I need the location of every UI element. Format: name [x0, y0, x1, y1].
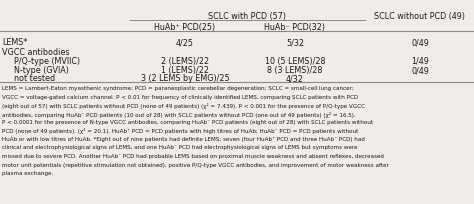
Text: P < 0.0001 for the presence of N-type VGCC antibodies, comparing HuAb⁻ PCD patie: P < 0.0001 for the presence of N-type VG… — [2, 120, 373, 125]
Text: 1 (LEMS)/22: 1 (LEMS)/22 — [161, 66, 209, 75]
Text: HuAb⁺ PCD(25): HuAb⁺ PCD(25) — [155, 23, 216, 32]
Text: plasma exchange.: plasma exchange. — [2, 171, 53, 176]
Text: (eight out of 57) with SCLC patients without PCD (none of 49 patients) (χ² = 7.4: (eight out of 57) with SCLC patients wit… — [2, 103, 365, 109]
Text: 4/32: 4/32 — [286, 74, 304, 83]
Text: 4/25: 4/25 — [176, 38, 194, 47]
Text: 8 (3 LEMS)/28: 8 (3 LEMS)/28 — [267, 66, 323, 75]
Text: HuAb or with low titres of HuAb. *Eight out of nine patients had definite LEMS; : HuAb or with low titres of HuAb. *Eight … — [2, 137, 365, 142]
Text: missed due to severe PCD. Another HuAb⁻ PCD had probable LEMS based on proximal : missed due to severe PCD. Another HuAb⁻ … — [2, 154, 384, 159]
Text: PCD (none of 49 patients). (χ² = 20.1). HuAb⁺ PCD = PCD patients with high titre: PCD (none of 49 patients). (χ² = 20.1). … — [2, 129, 358, 134]
Text: SCLC with PCD (57): SCLC with PCD (57) — [208, 12, 286, 21]
Text: 0/49: 0/49 — [411, 66, 429, 75]
Text: LEMS = Lambert-Eaton myasthenic syndrome; PCD = paraneoplastic cerebellar degene: LEMS = Lambert-Eaton myasthenic syndrome… — [2, 86, 354, 91]
Text: 10 (5 LEMS)/28: 10 (5 LEMS)/28 — [265, 57, 325, 66]
Text: motor unit potentials (repetitive stimulation not obtained), positive P/Q-type V: motor unit potentials (repetitive stimul… — [2, 163, 389, 167]
Text: 1/49: 1/49 — [411, 57, 429, 66]
Text: antibodies, comparing HuAb⁻ PCD patients (10 out of 28) with SCLC patients witho: antibodies, comparing HuAb⁻ PCD patients… — [2, 112, 356, 118]
Text: SCLC without PCD (49): SCLC without PCD (49) — [374, 12, 465, 21]
Text: VGCC = voltage-gated calcium channel. P < 0.01 for frequency of clinically ident: VGCC = voltage-gated calcium channel. P … — [2, 94, 358, 100]
Text: LEMS*: LEMS* — [2, 38, 27, 47]
Text: 2 (LEMS)/22: 2 (LEMS)/22 — [161, 57, 209, 66]
Text: HuAb⁻ PCD(32): HuAb⁻ PCD(32) — [264, 23, 326, 32]
Text: 3 (2 LEMS by EMG)/25: 3 (2 LEMS by EMG)/25 — [141, 74, 229, 83]
Text: clinical and electrophysiological signs of LEMS, and one HuAb⁻ PCD had electroph: clinical and electrophysiological signs … — [2, 145, 357, 151]
Text: VGCC antibodies: VGCC antibodies — [2, 48, 70, 57]
Text: P/Q-type (MVIIC): P/Q-type (MVIIC) — [14, 57, 80, 66]
Text: N-type (GVIA): N-type (GVIA) — [14, 66, 69, 75]
Text: 0/49: 0/49 — [411, 38, 429, 47]
Text: not tested: not tested — [14, 74, 55, 83]
Text: 5/32: 5/32 — [286, 38, 304, 47]
